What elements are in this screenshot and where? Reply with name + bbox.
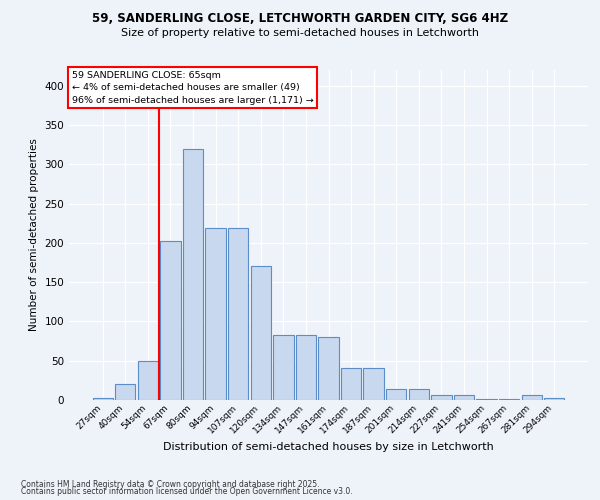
Bar: [409, 389, 429, 400]
Text: 59, SANDERLING CLOSE, LETCHWORTH GARDEN CITY, SG6 4HZ: 59, SANDERLING CLOSE, LETCHWORTH GARDEN …: [92, 12, 508, 26]
Text: 59 SANDERLING CLOSE: 65sqm
← 4% of semi-detached houses are smaller (49)
96% of : 59 SANDERLING CLOSE: 65sqm ← 4% of semi-…: [71, 70, 313, 104]
Bar: [296, 335, 316, 400]
Bar: [521, 396, 542, 400]
Bar: [476, 399, 497, 400]
Bar: [454, 396, 474, 400]
Bar: [544, 398, 565, 400]
Text: Contains HM Land Registry data © Crown copyright and database right 2025.: Contains HM Land Registry data © Crown c…: [21, 480, 320, 489]
Bar: [364, 368, 384, 400]
Bar: [92, 398, 113, 400]
Bar: [341, 368, 361, 400]
Text: Contains public sector information licensed under the Open Government Licence v3: Contains public sector information licen…: [21, 488, 353, 496]
Bar: [183, 148, 203, 400]
Bar: [386, 389, 406, 400]
Bar: [228, 228, 248, 400]
Bar: [205, 228, 226, 400]
Bar: [160, 242, 181, 400]
Bar: [115, 384, 136, 400]
Bar: [138, 360, 158, 400]
Bar: [431, 396, 452, 400]
X-axis label: Distribution of semi-detached houses by size in Letchworth: Distribution of semi-detached houses by …: [163, 442, 494, 452]
Bar: [251, 266, 271, 400]
Y-axis label: Number of semi-detached properties: Number of semi-detached properties: [29, 138, 39, 332]
Text: Size of property relative to semi-detached houses in Letchworth: Size of property relative to semi-detach…: [121, 28, 479, 38]
Bar: [273, 335, 293, 400]
Bar: [499, 399, 519, 400]
Bar: [319, 337, 338, 400]
